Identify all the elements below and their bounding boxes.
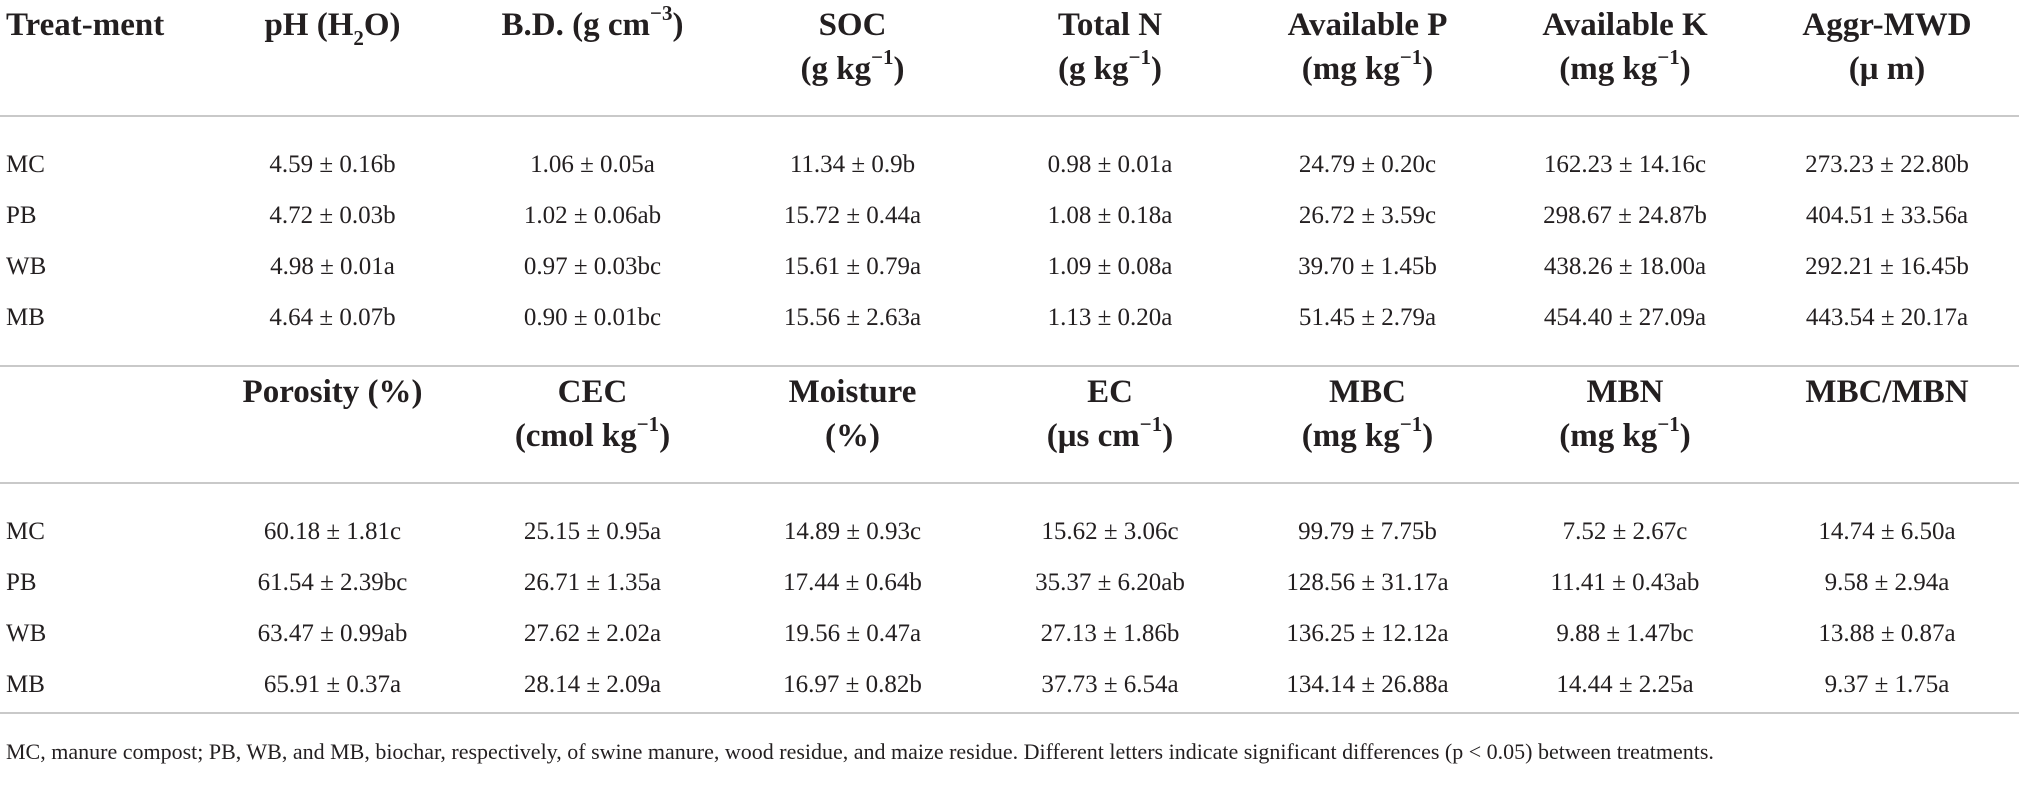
table-footnote: MC, manure compost; PB, WB, and MB, bioc…: [6, 739, 1714, 764]
table-row: MC 4.59 ± 0.16b 1.06 ± 0.05a 11.34 ± 0.9…: [6, 151, 1969, 178]
table-row: MC 60.18 ± 1.81c 25.15 ± 0.95a 14.89 ± 0…: [6, 518, 1956, 545]
header-row-top: Treat-ment pH (H2O) B.D. (g cm−3) SOC (g …: [0, 0, 2019, 117]
soil-properties-table: Treat-ment pH (H2O) B.D. (g cm−3) SOC (g …: [0, 0, 2019, 698]
column-header-ec: EC (μs cm−1): [980, 365, 1240, 484]
column-header-mbc-mbn: MBC/MBN: [1755, 365, 2019, 484]
column-header-available-k: Available K (mg kg−1): [1495, 0, 1755, 117]
column-header-aggr-mwd: Aggr-MWD (μ m): [1755, 0, 2019, 117]
header-row-bottom: Porosity (%) CEC (cmol kg−1) Moisture (%) …: [0, 365, 2019, 484]
column-header-mbc: MBC (mg kg−1): [1240, 365, 1495, 484]
table-row: PB 61.54 ± 2.39bc 26.71 ± 1.35a 17.44 ± …: [6, 569, 1950, 596]
column-header-treatment: Treat-ment: [0, 0, 205, 117]
column-header-moisture: Moisture (%): [725, 365, 980, 484]
column-header-blank: [0, 365, 205, 484]
table-row: MB 65.91 ± 0.37a 28.14 ± 2.09a 16.97 ± 0…: [6, 671, 1950, 698]
column-header-ph: pH (H2O): [205, 0, 460, 117]
column-header-bulk-density: B.D. (g cm−3): [460, 0, 725, 117]
column-header-mbn: MBN (mg kg−1): [1495, 365, 1755, 484]
table-row: WB 63.47 ± 0.99ab 27.62 ± 2.02a 19.56 ± …: [6, 620, 1956, 647]
column-header-porosity: Porosity (%): [205, 365, 460, 484]
footnote-divider: [0, 712, 2019, 714]
column-header-total-n: Total N (g kg−1): [980, 0, 1240, 117]
column-header-cec: CEC (cmol kg−1): [460, 365, 725, 484]
table-row: PB 4.72 ± 0.03b 1.02 ± 0.06ab 15.72 ± 0.…: [6, 202, 1969, 229]
column-header-available-p: Available P (mg kg−1): [1240, 0, 1495, 117]
table-row: MB 4.64 ± 0.07b 0.90 ± 0.01bc 15.56 ± 2.…: [6, 304, 1969, 331]
table-row: WB 4.98 ± 0.01a 0.97 ± 0.03bc 15.61 ± 0.…: [6, 253, 1969, 280]
column-header-soc: SOC (g kg−1): [725, 0, 980, 117]
